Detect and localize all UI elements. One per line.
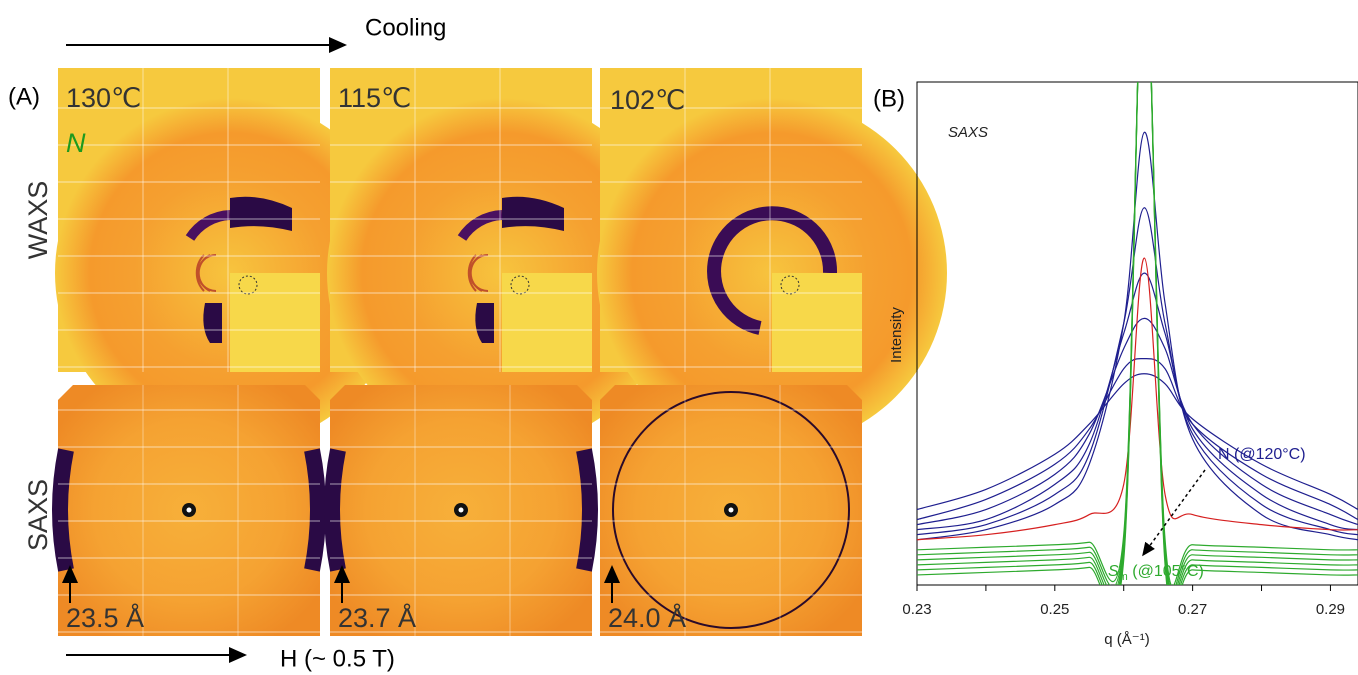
row-label: WAXS [23,181,53,260]
curve [917,317,1358,526]
x-tick-label: 0.29 [1316,601,1345,618]
curve [917,82,1358,585]
waxs-peak [230,196,292,231]
beamstop [230,273,320,372]
saxs-arc [324,448,346,572]
spacing: 23.7 Å [338,602,416,633]
x-axis-label: q (Å⁻¹) [1104,631,1149,648]
waxs-peak [475,303,494,343]
sm-symbol: S [1108,563,1119,580]
cooling-label: Cooling [365,14,446,41]
spacing: 24.0 Å [608,602,686,633]
saxs-center [728,507,734,513]
beam-center [510,275,530,295]
curve [917,357,1358,521]
curve [917,131,1358,541]
beamstop [772,273,862,372]
curve [917,272,1358,531]
x-tick-label: 0.25 [1040,601,1069,618]
sm-text: (@105°C) [1128,563,1204,580]
sm-annotation: Sm (@105°C) [1108,563,1204,583]
waxs-fringe [195,254,205,292]
waxs-fringe [197,254,211,292]
saxs-center [458,507,464,513]
saxs-arc [304,448,326,572]
saxs-arc [576,448,598,572]
x-tick-label: 0.23 [902,601,931,618]
phase-label: N [66,128,86,158]
panel-label: (B) [873,85,905,112]
waxs-fringe [467,254,477,292]
curve [917,82,1358,585]
curves [917,82,1358,585]
y-axis-label: Intensity [888,307,905,363]
waxs-ring [707,206,838,335]
plot-frame [916,81,1358,586]
detector-images [52,68,947,636]
trend-arrow [1142,469,1206,557]
curve [917,82,1358,585]
beam-center [780,275,800,295]
temperature: 130℃ [66,83,141,113]
sm-subscript: m [1119,571,1128,583]
waxs-ring [185,210,231,241]
waxs-peak [502,196,564,231]
beam-center [238,275,258,295]
n-annotation: N (@120°C) [1218,446,1306,463]
panel-label: (A) [8,83,40,110]
temperature: 115℃ [338,83,411,113]
row-label: SAXS [23,479,53,551]
saxs-ring [612,391,850,629]
curve [917,373,1358,511]
x-tick-label: 0.27 [1178,601,1207,618]
curve [917,82,1358,585]
waxs-ring [457,210,503,241]
curve [917,207,1358,536]
curve [917,82,1358,585]
saxs-center [186,507,192,513]
field-label: H (~ 0.5 T) [280,645,395,672]
chart-title: SAXS [948,124,988,141]
curve [917,82,1358,585]
beamstop [502,273,592,372]
temperature: 102℃ [610,85,685,115]
curve [917,257,1358,541]
waxs-fringe [469,254,483,292]
spacing: 23.5 Å [66,602,144,633]
waxs-peak [203,303,222,343]
saxs-arc [52,448,74,572]
